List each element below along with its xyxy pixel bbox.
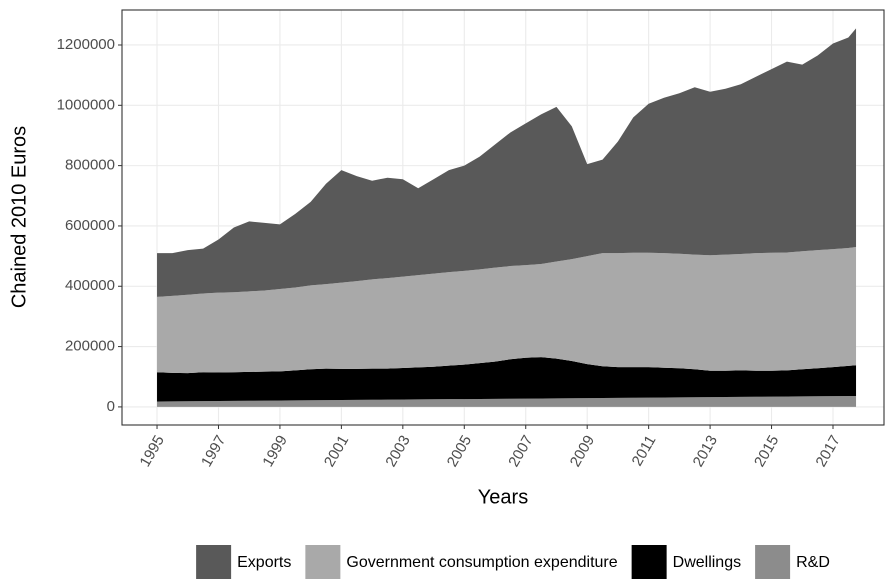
- legend-label: Dwellings: [673, 554, 741, 571]
- x-tick-label: 2007: [505, 432, 536, 469]
- y-axis-title: Chained 2010 Euros: [8, 126, 30, 308]
- area: [157, 395, 857, 407]
- legend: Exports Government consumption expenditur…: [196, 545, 830, 580]
- x-tick-label: 1995: [137, 432, 168, 469]
- x-tick-label: 2001: [321, 432, 352, 469]
- y-tick-label: 1000000: [57, 96, 115, 113]
- x-axis-title: Years: [478, 486, 528, 508]
- x-tick-label: 1999: [259, 432, 290, 469]
- x-tick-label: 1997: [198, 432, 229, 469]
- x-tick-label: 2013: [690, 432, 721, 469]
- panel-border: [121, 9, 885, 426]
- y-tick-label: 0: [107, 398, 115, 415]
- legend-label: R&D: [796, 554, 830, 571]
- legend-key: [755, 545, 791, 580]
- x-tick-label: 2005: [444, 432, 475, 469]
- legend-key: [196, 545, 232, 580]
- area: [157, 357, 857, 402]
- area: [157, 247, 857, 374]
- y-tick-label: 1200000: [57, 36, 115, 53]
- legend-label: Exports: [237, 554, 291, 571]
- legend-key: [631, 545, 667, 580]
- x-tick-label: 2011: [629, 432, 660, 468]
- y-tick-label: 600000: [65, 217, 115, 234]
- legend-key: [305, 545, 341, 580]
- area: [157, 28, 857, 297]
- x-tick-label: 2009: [567, 432, 598, 469]
- y-tick-label: 400000: [65, 277, 115, 294]
- x-tick-label: 2015: [751, 432, 782, 469]
- x-tick-label: 2003: [382, 432, 413, 469]
- legend-label: Government consumption expenditure: [346, 554, 617, 571]
- y-tick-label: 800000: [65, 157, 115, 174]
- x-tick-label: 2017: [812, 432, 843, 469]
- y-tick-label: 200000: [65, 338, 115, 355]
